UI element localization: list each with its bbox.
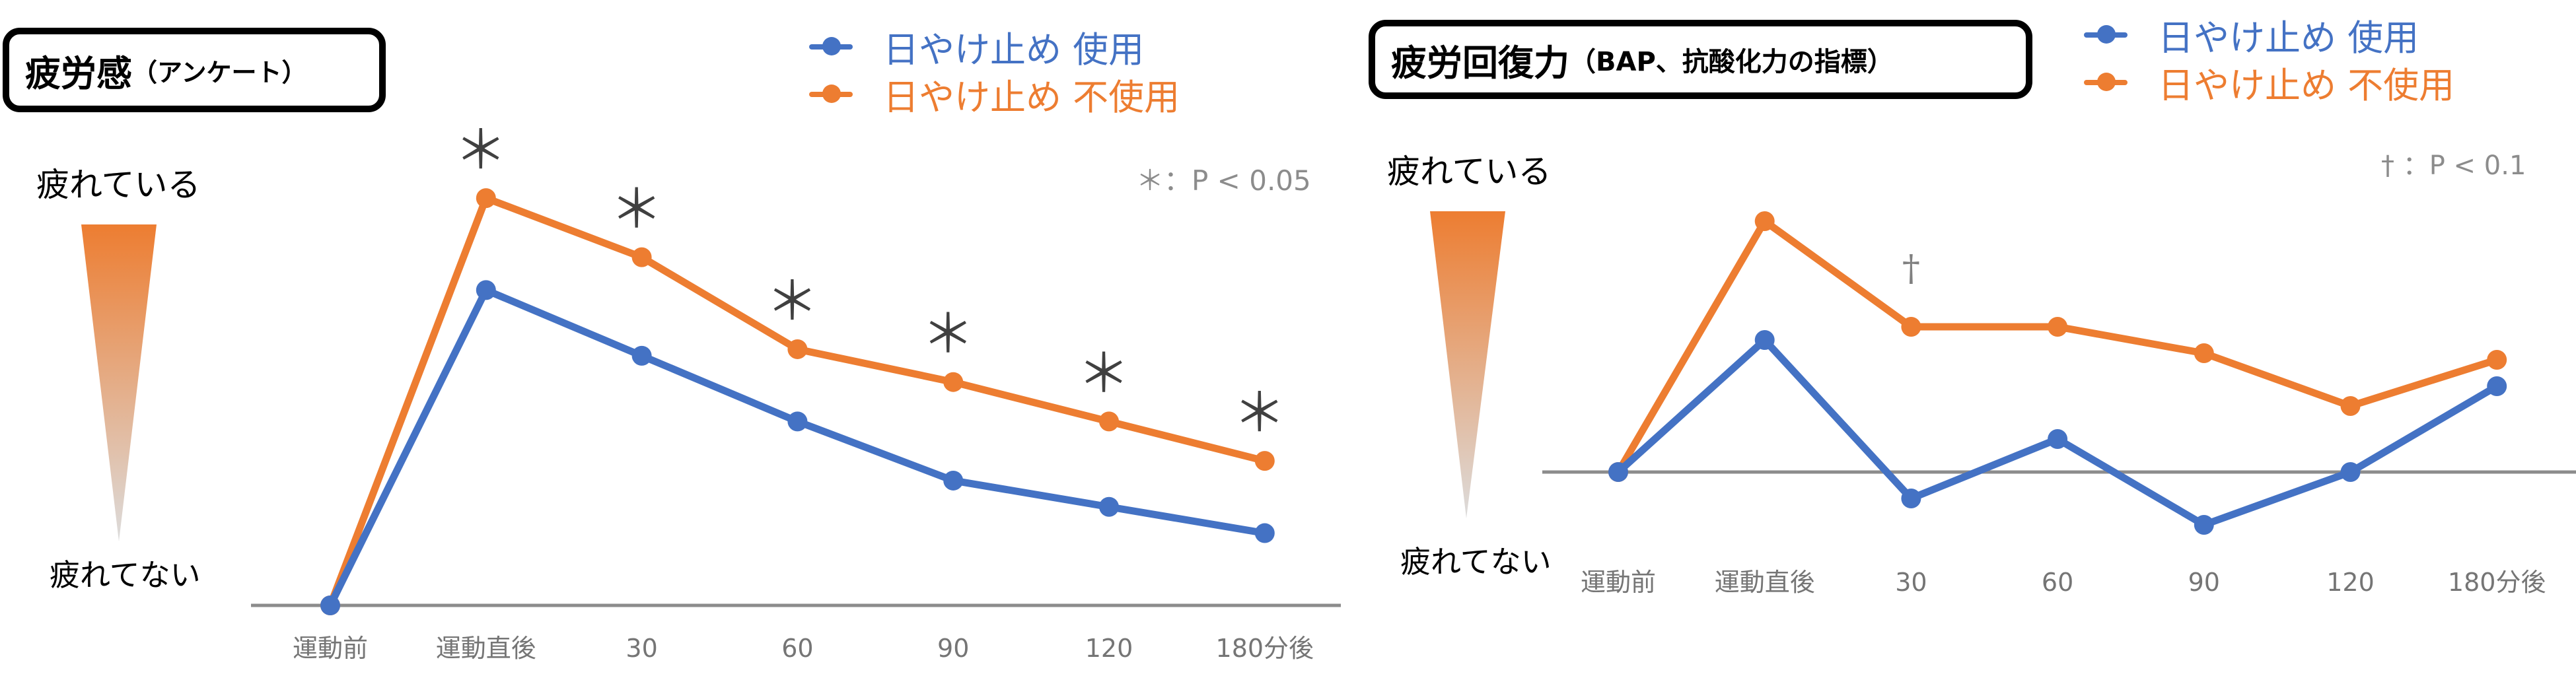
orange-line-marker-icon	[809, 85, 853, 103]
data-point	[1099, 411, 1119, 432]
data-point	[2194, 515, 2214, 535]
legend-label: 日やけ止め 使用	[883, 28, 1145, 71]
x-tick-label: 60	[781, 634, 813, 663]
data-point	[631, 345, 652, 366]
data-point	[476, 280, 496, 300]
data-point	[943, 470, 964, 491]
x-tick-label: 180分後	[1216, 634, 1314, 663]
data-point	[476, 188, 496, 209]
left-y-bottom-label: 疲れてない	[50, 557, 201, 593]
data-point	[1099, 496, 1119, 517]
data-point	[1754, 211, 1775, 231]
significance-marker: †	[1902, 248, 1920, 289]
data-point	[787, 411, 808, 432]
x-tick-label: 運動直後	[436, 634, 536, 663]
x-tick-label: 30	[1895, 568, 1927, 597]
significance-marker: ＊	[610, 179, 663, 240]
legend-item-use: 日やけ止め 使用	[2084, 11, 2454, 59]
data-point	[787, 339, 808, 359]
right-legend: 日やけ止め 使用 日やけ止め 不使用	[2084, 11, 2454, 106]
left-y-top-label: 疲れている	[36, 166, 201, 204]
data-point	[631, 247, 652, 267]
data-point	[2487, 350, 2507, 370]
legend-label: 日やけ止め 不使用	[2158, 64, 2455, 106]
recovery-gradient-triangle-icon	[1430, 211, 1505, 518]
right-y-top-label: 疲れている	[1387, 153, 1552, 191]
left-title-main: 疲労感	[25, 52, 132, 94]
data-point	[2048, 317, 2068, 337]
data-point	[2340, 462, 2361, 482]
x-tick-label: 90	[2188, 568, 2220, 597]
x-tick-label: 120	[2326, 568, 2375, 597]
data-point	[2487, 376, 2507, 396]
right-y-bottom-label: 疲れてない	[1400, 544, 1552, 580]
x-tick-label: 30	[626, 634, 657, 663]
data-point	[2048, 429, 2068, 449]
fatigue-gradient-triangle-icon	[81, 224, 157, 541]
data-point	[1901, 317, 1921, 337]
right-title-sub: （BAP、抗酸化力の指標）	[1569, 47, 1894, 77]
right-title-main: 疲労回復力	[1391, 42, 1569, 84]
significance-marker: ＊	[1077, 343, 1130, 404]
orange-line-marker-icon	[2084, 73, 2128, 91]
x-tick-label: 運動前	[1581, 568, 1656, 597]
left-title-box: 疲労感 （アンケート）	[3, 28, 386, 112]
data-point	[943, 372, 964, 392]
left-title-sub: （アンケート）	[132, 57, 307, 87]
x-tick-label: 180分後	[2448, 568, 2546, 597]
x-tick-label: 運動直後	[1715, 568, 1815, 597]
line-chart-1: 運動前 運動直後 30 60 90 120 180分後 ＊ ＊ ＊ ＊ ＊ ＊	[251, 119, 1341, 663]
line-chart-2: 運動前 運動直後 30 60 90 120 180分後 †	[1542, 211, 2576, 597]
data-point	[1608, 462, 1628, 482]
right-title-box: 疲労回復力 （BAP、抗酸化力の指標）	[1369, 20, 2032, 99]
blue-line-marker-icon	[2084, 25, 2128, 44]
series-line	[327, 286, 1266, 607]
x-tick-label: 90	[937, 634, 969, 663]
x-tick-label: 運動前	[293, 634, 368, 663]
data-point	[1254, 523, 1275, 543]
significance-marker: ＊	[1233, 382, 1286, 444]
legend-item-nonuse: 日やけ止め 不使用	[809, 70, 1180, 118]
legend-item-use: 日やけ止め 使用	[809, 22, 1180, 71]
data-point	[2194, 343, 2214, 363]
blue-line-marker-icon	[809, 37, 853, 55]
data-point	[2340, 396, 2361, 416]
legend-label: 日やけ止め 使用	[2158, 17, 2419, 59]
data-point	[1754, 330, 1775, 350]
left-significance-note: ＊：P < 0.05	[1136, 164, 1311, 197]
data-point	[1901, 489, 1921, 508]
data-point	[320, 595, 340, 615]
left-legend: 日やけ止め 使用 日やけ止め 不使用	[809, 22, 1180, 118]
significance-marker: ＊	[454, 119, 507, 181]
data-point	[1254, 451, 1275, 471]
right-significance-note: † ：P < 0.1	[2381, 151, 2526, 181]
legend-label: 日やけ止め 不使用	[883, 76, 1180, 118]
significance-marker: ＊	[921, 304, 974, 365]
legend-item-nonuse: 日やけ止め 不使用	[2084, 58, 2454, 106]
x-tick-label: 120	[1085, 634, 1133, 663]
x-tick-label: 60	[2042, 568, 2073, 597]
significance-marker: ＊	[766, 271, 818, 332]
